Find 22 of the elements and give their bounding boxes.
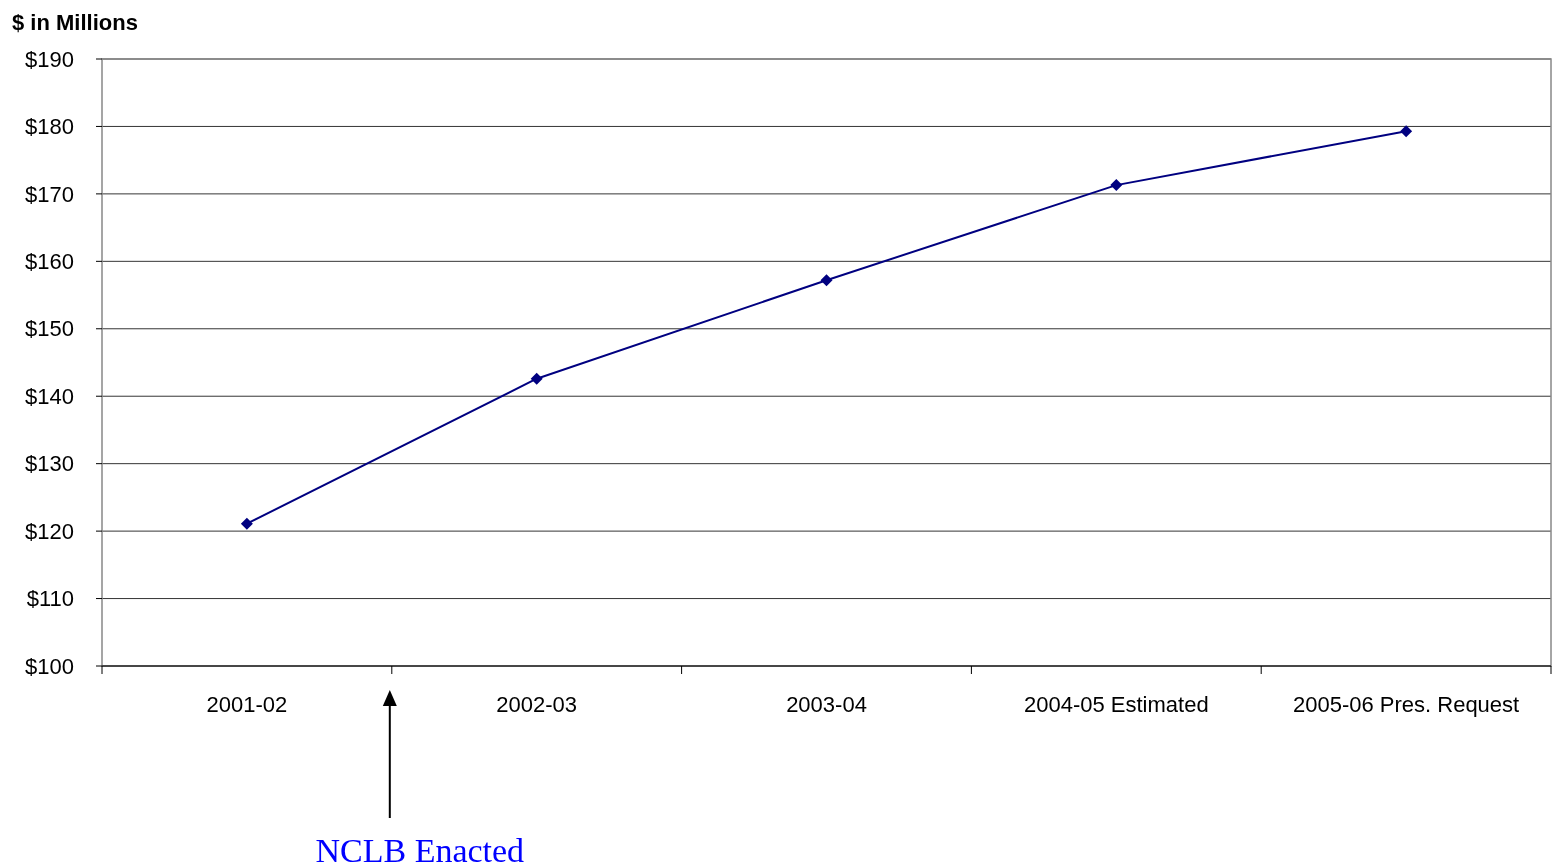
y-tick-label: $180 <box>25 114 74 140</box>
point <box>530 372 543 385</box>
point <box>1110 179 1123 192</box>
point <box>1400 125 1413 138</box>
y-tick-label: $160 <box>25 249 74 275</box>
y-tick-label: $190 <box>25 46 74 72</box>
point <box>240 517 253 530</box>
y-tick-label: $140 <box>25 383 74 409</box>
x-tick-label: 2004-05 Estimated <box>1023 692 1209 717</box>
y-tick-label: $170 <box>25 181 74 207</box>
x-tick-label: 2003-04 <box>786 692 867 717</box>
y-axis-title: $ in Millions <box>12 10 138 35</box>
text: NCLB Enacted <box>315 832 525 868</box>
x-tick-label: 2005-06 Pres. Request <box>1292 692 1520 717</box>
y-tick-label: $120 <box>25 518 74 544</box>
y-tick-label: $130 <box>25 451 74 477</box>
point <box>820 274 833 287</box>
y-tick-label: $110 <box>26 586 74 612</box>
y-tick-label: $100 <box>25 653 74 679</box>
x-tick-label: 2001-02 <box>206 692 288 717</box>
x-tick-label: 2002-03 <box>496 692 578 717</box>
y-tick-label: $150 <box>25 316 74 342</box>
